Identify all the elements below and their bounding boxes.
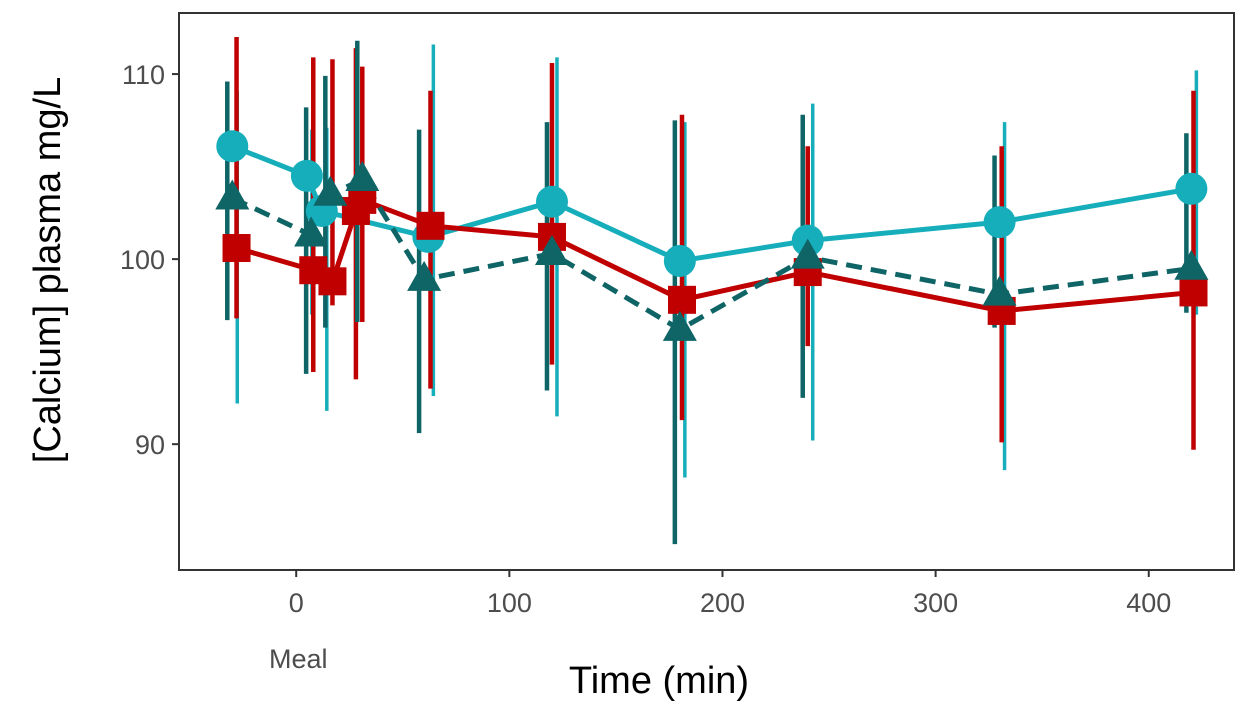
x-tick-label-300: 300	[913, 588, 958, 618]
marker-triangle-2	[313, 175, 348, 206]
x-tick-label-200: 200	[700, 588, 745, 618]
marker-triangle-0	[215, 179, 250, 210]
marker-square-2	[318, 267, 347, 296]
marker-triangle-4	[407, 260, 442, 291]
marker-circle-5	[663, 244, 696, 277]
marker-circle-0	[216, 130, 249, 163]
x-tick-label-100: 100	[487, 588, 532, 618]
marker-square-5	[416, 211, 445, 240]
marker-square-0	[222, 234, 251, 263]
y-tick-label-90: 90	[135, 430, 165, 460]
data-markers	[215, 130, 1209, 341]
marker-triangle-3	[345, 160, 380, 191]
marker-square-7	[667, 285, 696, 314]
marker-circle-1	[290, 159, 323, 192]
y-tick-label-110: 110	[122, 60, 165, 90]
marker-triangle-1	[294, 216, 329, 247]
marker-circle-8	[1175, 172, 1208, 205]
marker-square-10	[1179, 278, 1208, 307]
x-tick-label-400: 400	[1126, 588, 1171, 618]
marker-triangle-5	[534, 234, 569, 265]
marker-triangle-6	[662, 310, 697, 341]
annotation-meal: Meal	[269, 644, 328, 674]
marker-circle-4	[535, 185, 568, 218]
x-axis-title: Time (min)	[569, 660, 749, 702]
marker-triangle-9	[1174, 249, 1209, 280]
y-axis: 90 100 110	[120, 60, 179, 460]
marker-triangle-8	[982, 275, 1017, 306]
x-tick-label-0: 0	[289, 588, 304, 618]
y-tick-label-100: 100	[120, 245, 165, 275]
y-axis-title: [Calcium] plasma mg/L	[27, 77, 69, 463]
marker-circle-7	[983, 206, 1016, 239]
marker-triangle-7	[790, 238, 825, 269]
x-axis: 0 100 200 300 400	[289, 570, 1171, 618]
